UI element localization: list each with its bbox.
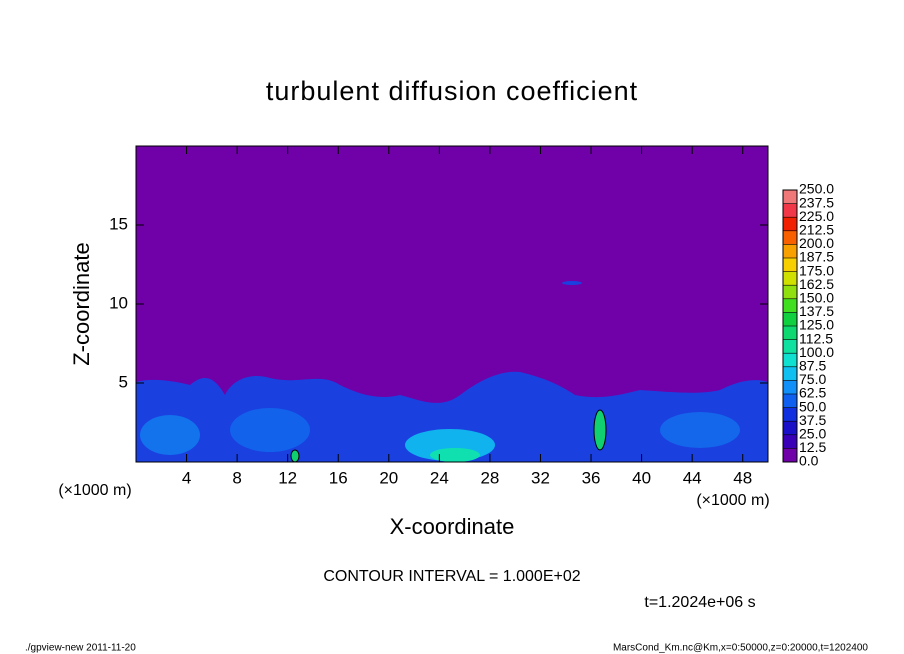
y-unit: (×1000 m) — [58, 482, 131, 499]
colorbar-label: 225.0 — [799, 208, 834, 224]
x-axis-label: X-coordinate — [390, 514, 515, 539]
colorbar-label: 112.5 — [799, 330, 833, 346]
colorbar-bin — [783, 434, 797, 449]
colorbar-label: 0.0 — [799, 453, 819, 469]
x-tick-label: 4 — [182, 468, 191, 487]
colorbar-label: 12.5 — [799, 439, 826, 455]
colorbar-bin — [783, 448, 797, 462]
x-tick-label: 44 — [683, 468, 702, 487]
field-patch — [290, 449, 300, 463]
colorbar-bin — [783, 285, 797, 299]
x-tick-label: 24 — [430, 468, 449, 487]
field-patch — [140, 415, 200, 455]
field-patch — [430, 448, 480, 462]
footer-left: ./gpview-new 2011-11-20 — [25, 643, 136, 654]
x-tick-label: 16 — [329, 468, 348, 487]
colorbar-bin — [783, 190, 797, 204]
y-tick-label: 10 — [109, 293, 128, 312]
field-patch — [660, 412, 740, 448]
contour-interval: CONTOUR INTERVAL = 1.000E+02 — [323, 568, 580, 585]
colorbar-bin — [783, 258, 797, 272]
x-tick-label: 32 — [531, 468, 550, 487]
colorbar-label: 125.0 — [799, 317, 834, 333]
colorbar-label: 87.5 — [799, 358, 826, 374]
colorbar-label: 150.0 — [799, 290, 834, 306]
colorbar-bin — [783, 230, 797, 245]
colorbar-frame — [782, 189, 798, 463]
colorbar-bin — [783, 353, 797, 367]
colorbar-bin — [783, 312, 797, 326]
colorbar-label: 175.0 — [799, 262, 834, 278]
colorbar-label: 25.0 — [799, 426, 826, 442]
colorbar-label: 187.5 — [799, 249, 834, 265]
colorbar-label: 137.5 — [799, 303, 834, 319]
colorbar-label: 75.0 — [799, 371, 826, 387]
chart-title: turbulent diffusion coefficient — [266, 76, 638, 106]
field-patch — [230, 408, 310, 452]
colorbar-bin — [783, 203, 797, 218]
y-axis-label: Z-coordinate — [69, 242, 94, 366]
x-tick-label: 28 — [480, 468, 499, 487]
field-patch — [562, 281, 582, 285]
colorbar-bin — [783, 394, 797, 408]
colorbar-label: 62.5 — [799, 385, 826, 401]
time-label: t=1.2024e+06 s — [644, 594, 755, 611]
colorbar-label: 100.0 — [799, 344, 834, 360]
y-tick-label: 15 — [109, 214, 128, 233]
x-tick-label: 8 — [232, 468, 241, 487]
colorbar-bin — [783, 217, 797, 231]
colorbar-label: 212.5 — [799, 222, 834, 238]
colorbar-bin — [783, 244, 797, 258]
colorbar-bin — [783, 407, 797, 422]
x-tick-label: 12 — [278, 468, 297, 487]
x-tick-label: 48 — [733, 468, 752, 487]
footer-right: MarsCond_Km.nc@Km,x=0:50000,z=0:20000,t=… — [613, 643, 868, 654]
colorbar-label: 37.5 — [799, 412, 826, 428]
field — [135, 145, 769, 463]
colorbar-bin — [783, 421, 797, 435]
colorbar-bin — [783, 366, 797, 381]
y-tick-label: 5 — [119, 372, 128, 391]
x-tick-label: 20 — [379, 468, 398, 487]
colorbar-bin — [783, 380, 797, 394]
colorbar-label: 50.0 — [799, 398, 826, 414]
colorbar-label: 200.0 — [799, 235, 834, 251]
colorbar-label: 237.5 — [799, 194, 834, 210]
colorbar-bin — [783, 326, 797, 340]
colorbar-label: 250.0 — [799, 181, 834, 197]
x-tick-label: 40 — [632, 468, 651, 487]
colorbar-bin — [783, 298, 797, 313]
colorbar-label: 162.5 — [799, 276, 834, 292]
x-tick-label: 36 — [582, 468, 601, 487]
colorbar-bin — [783, 339, 797, 354]
colorbar-bin — [783, 271, 797, 286]
x-unit: (×1000 m) — [696, 492, 769, 509]
field-patch — [593, 409, 607, 451]
